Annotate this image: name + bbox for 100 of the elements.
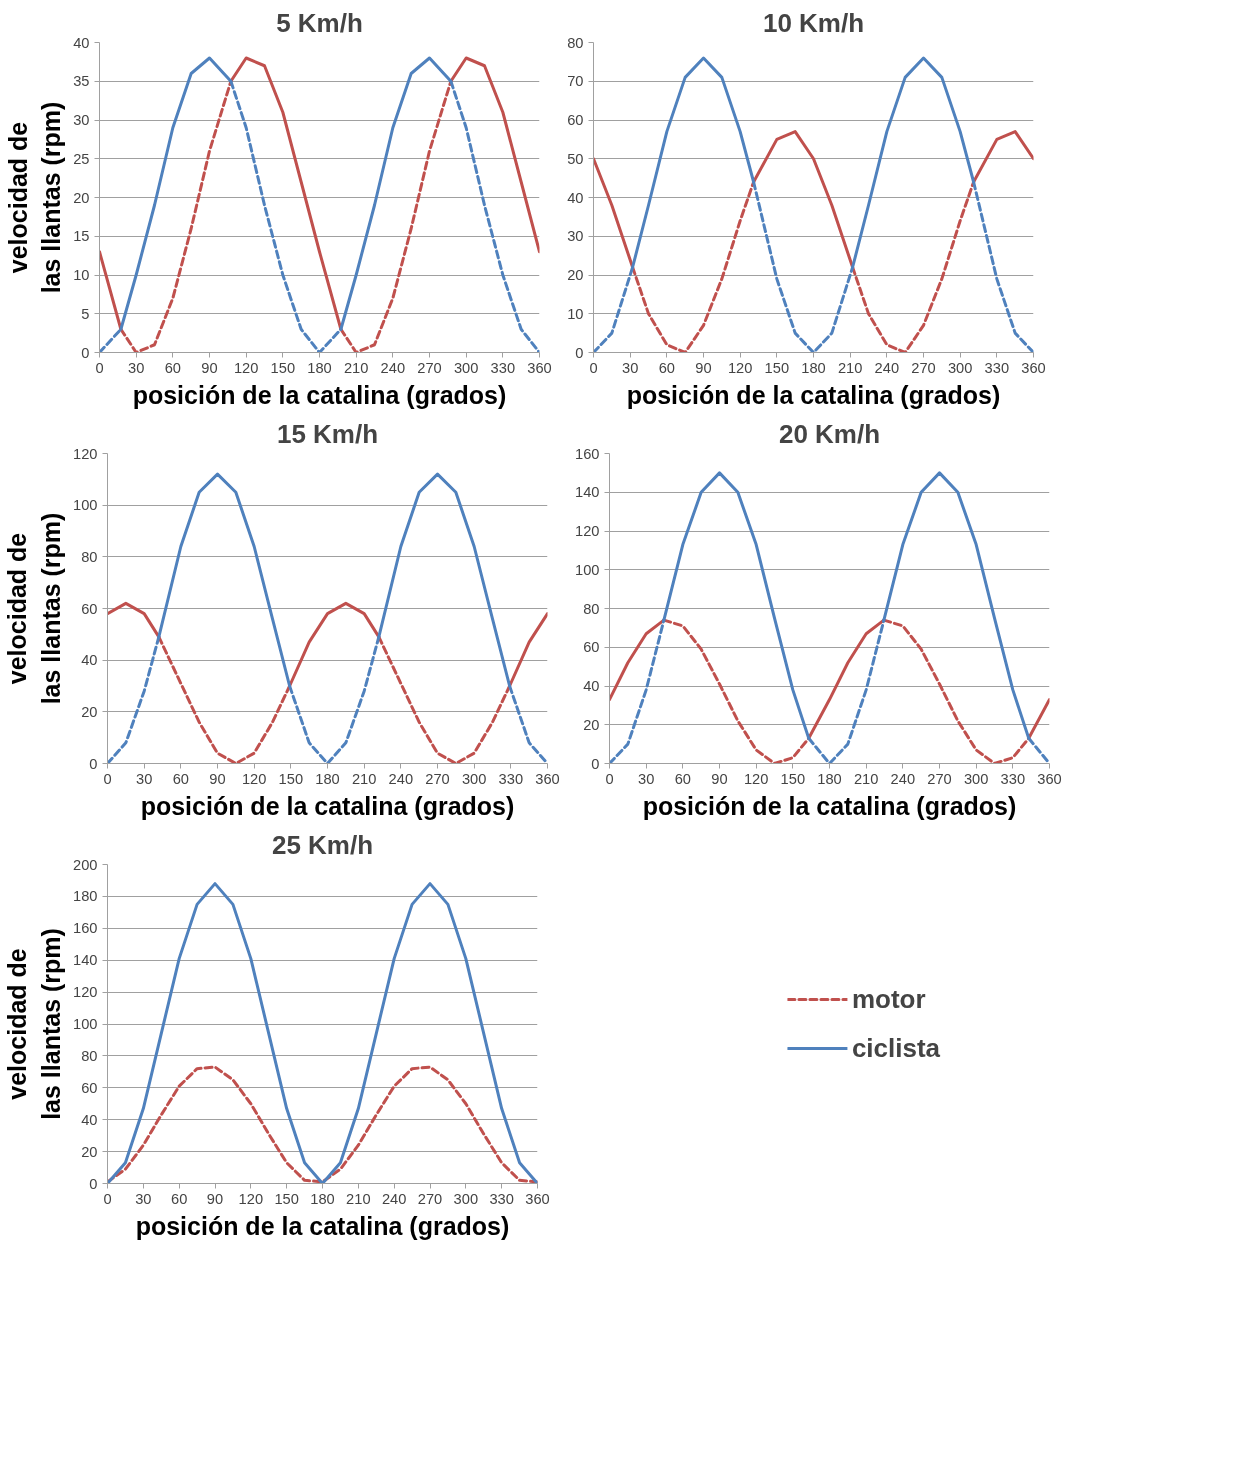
x-tick-label: 30 <box>638 770 655 787</box>
x-tick-label: 150 <box>278 770 304 787</box>
x-tick-label: 150 <box>274 1190 299 1207</box>
y-tick-label: 140 <box>575 484 600 501</box>
y-tick-label: 30 <box>73 112 90 128</box>
x-tick-label: 150 <box>780 770 806 787</box>
x-tick-label: 120 <box>727 359 753 376</box>
x-axis-title: posición de la catalina (grados) <box>140 791 515 820</box>
y-tick-label: 60 <box>567 112 584 128</box>
chart-title: 15 Km/h <box>276 418 379 449</box>
y-tick-label: 180 <box>73 888 98 905</box>
x-tick-label: 270 <box>417 1190 443 1207</box>
y-axis-title: velocidad de las llantas (rpm) <box>3 512 66 705</box>
x-tick-label: 60 <box>674 770 691 787</box>
x-tick-label: 30 <box>622 359 639 376</box>
y-tick-label: 40 <box>81 652 98 669</box>
x-tick-label: 150 <box>764 359 790 376</box>
x-tick-label: 210 <box>837 359 863 376</box>
y-tick-label: 60 <box>81 600 98 617</box>
x-tick-label: 360 <box>1021 359 1046 376</box>
y-tick-label: 160 <box>73 920 98 937</box>
x-tick-label: 90 <box>695 359 712 376</box>
x-tick-label: 300 <box>453 359 479 376</box>
y-tick-label: 10 <box>73 267 90 283</box>
x-tick-label: 270 <box>911 359 936 376</box>
y-tick-label: 120 <box>73 984 98 1001</box>
x-tick-label: 120 <box>743 770 769 787</box>
x-tick-label: 60 <box>164 359 181 376</box>
x-tick-label: 90 <box>201 359 218 376</box>
y-tick-label: 20 <box>81 703 98 720</box>
x-tick-label: 30 <box>135 1190 152 1207</box>
x-axis-title: posición de la catalina (grados) <box>132 380 507 409</box>
y-tick-label: 120 <box>575 523 600 539</box>
x-tick-label: 300 <box>947 359 973 376</box>
x-tick-label: 150 <box>270 359 296 376</box>
x-tick-label: 360 <box>1037 770 1062 787</box>
x-tick-label: 360 <box>525 1190 550 1207</box>
chart-title: 20 Km/h <box>778 418 881 449</box>
x-tick-label: 30 <box>128 359 145 376</box>
x-tick-label: 180 <box>801 359 826 376</box>
y-tick-label: 20 <box>567 267 584 283</box>
x-tick-label: 210 <box>343 359 369 376</box>
x-tick-label: 0 <box>103 770 112 787</box>
x-tick-label: 60 <box>172 770 189 787</box>
x-tick-label: 0 <box>605 770 614 787</box>
x-tick-label: 330 <box>984 359 1010 376</box>
y-tick-label: 100 <box>73 1016 98 1032</box>
y-tick-label: 35 <box>73 73 90 90</box>
x-tick-label: 300 <box>963 770 989 787</box>
y-tick-label: 140 <box>73 952 98 969</box>
x-tick-label: 210 <box>853 770 879 787</box>
chart-title: 10 Km/h <box>762 7 865 38</box>
y-tick-label: 200 <box>73 856 98 873</box>
x-tick-label: 210 <box>346 1190 371 1207</box>
y-tick-label: 40 <box>583 678 600 694</box>
chart-title: 25 Km/h <box>271 829 374 860</box>
x-tick-label: 60 <box>171 1190 188 1207</box>
x-tick-label: 0 <box>103 1190 112 1207</box>
x-tick-label: 180 <box>310 1190 335 1207</box>
x-axis-title: posición de la catalina (grados) <box>626 380 1001 409</box>
y-tick-label: 70 <box>567 73 584 90</box>
x-tick-label: 270 <box>417 359 442 376</box>
x-tick-label: 30 <box>136 770 153 787</box>
x-tick-label: 240 <box>388 770 414 787</box>
y-tick-label: 20 <box>583 716 600 733</box>
y-tick-label: 25 <box>73 150 90 167</box>
x-tick-label: 90 <box>209 770 226 787</box>
y-tick-label: 50 <box>567 150 584 167</box>
x-tick-label: 330 <box>498 770 524 787</box>
x-tick-label: 120 <box>238 1190 264 1207</box>
y-tick-label: 10 <box>567 305 584 322</box>
y-tick-label: 40 <box>81 1111 98 1128</box>
x-tick-label: 180 <box>315 770 340 787</box>
y-tick-label: 15 <box>73 228 90 245</box>
y-tick-label: 0 <box>89 755 98 772</box>
x-tick-label: 300 <box>461 770 487 787</box>
legend-label: motor <box>851 983 926 1015</box>
x-tick-label: 90 <box>206 1190 224 1207</box>
x-tick-label: 240 <box>874 359 900 376</box>
y-tick-label: 100 <box>73 497 98 514</box>
y-axis-title: velocidad de las llantas (rpm) <box>3 101 66 294</box>
x-tick-label: 300 <box>453 1190 479 1207</box>
y-tick-label: 120 <box>73 445 98 462</box>
y-axis-title: velocidad de las llantas (rpm) <box>3 928 66 1120</box>
y-tick-label: 160 <box>575 445 600 462</box>
x-tick-label: 270 <box>927 770 952 787</box>
x-tick-label: 90 <box>711 770 728 787</box>
x-tick-label: 240 <box>380 359 406 376</box>
x-tick-label: 120 <box>233 359 259 376</box>
x-tick-label: 360 <box>527 359 552 376</box>
y-tick-label: 5 <box>81 305 90 322</box>
y-tick-label: 40 <box>73 34 90 51</box>
x-tick-label: 330 <box>1000 770 1026 787</box>
y-tick-label: 60 <box>81 1079 98 1096</box>
x-tick-label: 210 <box>351 770 377 787</box>
y-tick-label: 80 <box>81 548 98 565</box>
x-axis-title: posición de la catalina (grados) <box>642 791 1017 820</box>
y-tick-label: 30 <box>567 228 584 245</box>
chart-title: 5 Km/h <box>276 7 363 38</box>
y-tick-label: 0 <box>81 344 90 361</box>
